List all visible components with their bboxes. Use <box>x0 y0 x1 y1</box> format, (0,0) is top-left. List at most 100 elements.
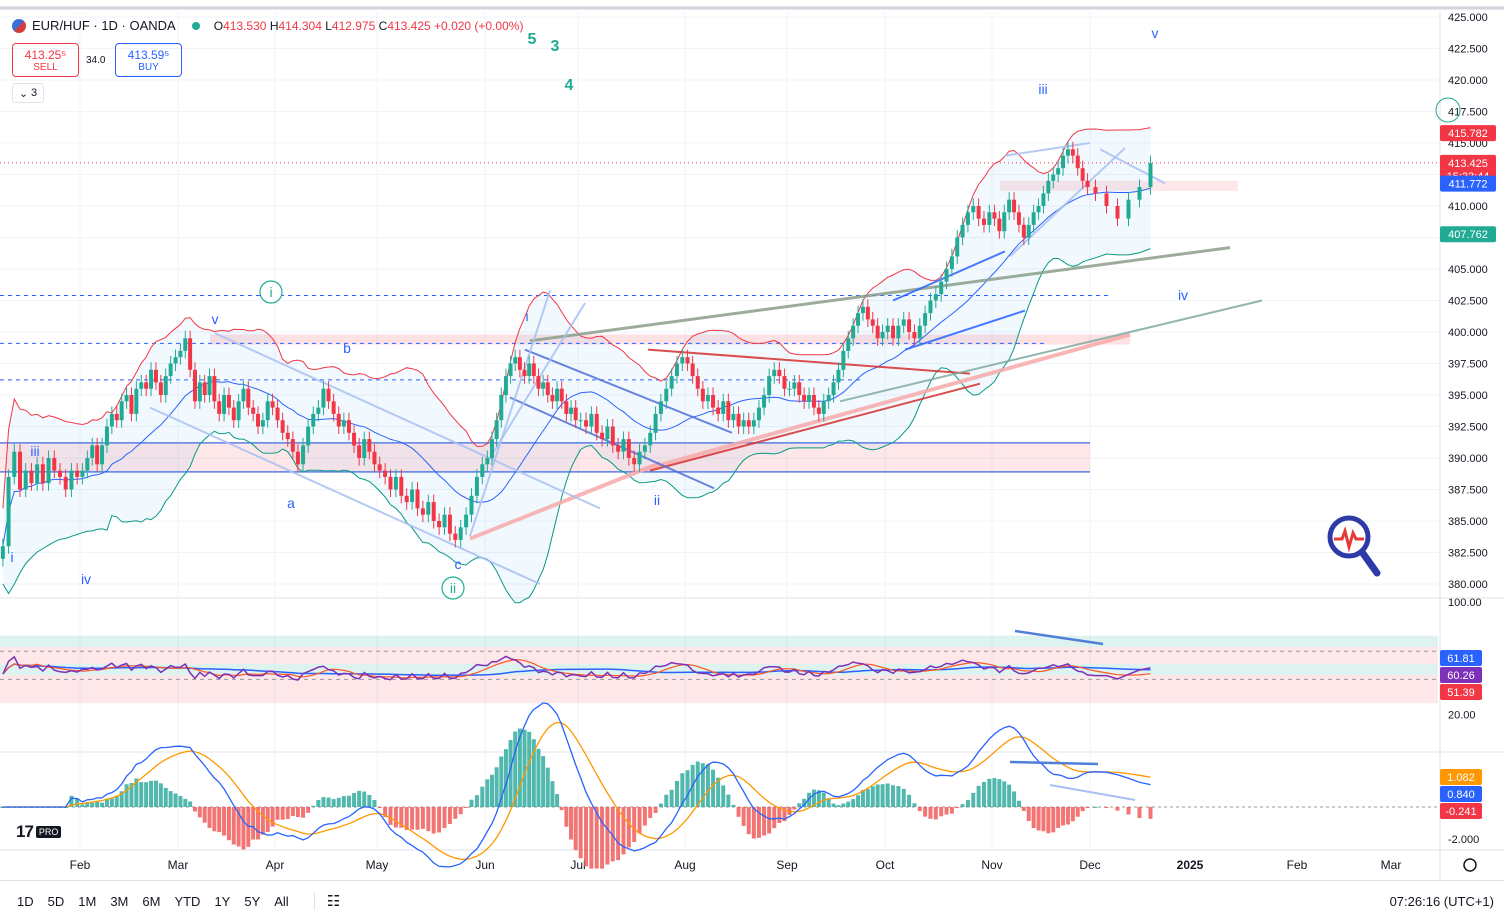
candle-body <box>265 401 270 421</box>
macd-histogram-bar <box>621 807 626 855</box>
candle-body <box>811 395 816 408</box>
macd-histogram-bar <box>1065 807 1070 825</box>
sell-label: SELL <box>33 61 58 73</box>
macd-histogram-bar <box>212 807 217 832</box>
range-5y[interactable]: 5Y <box>244 893 261 909</box>
chevron-down-icon: ⌄ <box>18 87 29 100</box>
range-3m[interactable]: 3M <box>110 893 129 909</box>
macd-histogram-bar <box>301 807 306 818</box>
macd-histogram-bar <box>541 756 546 807</box>
macd-histogram-bar <box>731 804 736 807</box>
price-label-value: 413.425 <box>1448 158 1488 170</box>
candle-body <box>569 407 574 414</box>
macd-histogram-bar <box>90 802 95 807</box>
macd-histogram-bar <box>1148 807 1153 819</box>
macd-histogram-bar <box>1137 807 1142 819</box>
macd-histogram-bar <box>295 807 300 817</box>
buy-button[interactable]: 413.59⁵ BUY <box>115 43 182 77</box>
macd-histogram-bar <box>1002 781 1007 807</box>
macd-histogram-bar <box>129 783 134 807</box>
price-chart[interactable]: 425.000422.500420.000417.500415.000412.5… <box>0 0 1504 880</box>
macd-histogram-bar <box>139 782 144 807</box>
candle-body <box>290 439 295 452</box>
candle-body <box>690 363 695 377</box>
symbol-title[interactable]: EUR/HUF · 1D · OANDA <box>32 18 176 33</box>
macd-label-value: 1.082 <box>1447 772 1475 784</box>
macd-histogram-bar <box>536 748 541 807</box>
channel-line <box>149 406 541 585</box>
candle-body <box>928 300 933 314</box>
range-1d[interactable]: 1D <box>17 893 34 909</box>
candle-body <box>124 395 129 402</box>
candle-body <box>917 325 922 339</box>
macd-histogram-bar <box>1061 807 1066 826</box>
wave-label: i <box>10 549 13 565</box>
candle-body <box>797 382 802 395</box>
candle-body <box>767 376 772 395</box>
candle-body <box>610 426 615 446</box>
macd-histogram-bar <box>695 761 700 807</box>
clock-readout[interactable]: 07:26:16 (UTC+1) <box>1389 893 1494 909</box>
wave-label: i <box>525 308 528 324</box>
macd-histogram-bar <box>183 798 188 807</box>
alert-marker-icon <box>1435 97 1461 123</box>
time-tick-label: Jun <box>475 858 494 872</box>
candle-body <box>1031 212 1036 225</box>
price-label-value: 407.762 <box>1448 229 1488 241</box>
price-tick-label: 425.000 <box>1448 12 1488 24</box>
macd-histogram-bar <box>100 802 105 807</box>
currency-flag-icon <box>12 18 26 33</box>
wave-label: i <box>269 284 272 300</box>
range-5d[interactable]: 5D <box>47 893 65 909</box>
candle-body <box>664 388 669 402</box>
rsi-line <box>2 655 1151 681</box>
candle-body <box>499 395 504 421</box>
candle-body <box>891 325 896 339</box>
price-tick-label: 395.000 <box>1448 390 1488 402</box>
candle-body <box>1046 180 1051 194</box>
candle-body <box>226 395 231 408</box>
range-all[interactable]: All <box>274 893 289 909</box>
candle-body <box>35 464 40 484</box>
candle-body <box>736 413 741 427</box>
spread-value: 34.0 <box>86 55 106 66</box>
candle-body <box>1070 149 1075 156</box>
tradingview-logo[interactable]: 17 PRO <box>16 822 62 842</box>
time-tick-label: 2025 <box>1177 858 1204 872</box>
candle-body <box>1002 212 1007 232</box>
wedge-line <box>1004 142 1091 157</box>
candle-body <box>976 206 981 219</box>
indicators-collapse-button[interactable]: ⌄ 3 <box>12 83 44 103</box>
range-ytd[interactable]: YTD <box>174 893 201 909</box>
wave-label: 5 <box>528 31 537 48</box>
range-1y[interactable]: 1Y <box>214 893 231 909</box>
candle-body <box>856 313 861 326</box>
candle-body <box>782 376 787 389</box>
candle-body <box>807 395 812 402</box>
candle-body <box>306 426 311 446</box>
candle-body <box>955 237 960 257</box>
range-1m[interactable]: 1M <box>78 893 97 909</box>
candle-body <box>674 363 679 377</box>
macd-histogram-bar <box>168 791 173 807</box>
macd-histogram-bar <box>410 807 415 830</box>
candle-body <box>939 281 944 295</box>
candle-body <box>46 458 51 484</box>
macd-histogram-bar <box>807 792 812 807</box>
range-6m[interactable]: 6M <box>142 893 161 909</box>
candle-body <box>880 332 885 339</box>
macd-histogram-bar <box>69 795 74 807</box>
candle-body <box>821 401 826 414</box>
macd-histogram-bar <box>885 783 890 807</box>
sell-button[interactable]: 413.25⁵ SELL <box>12 43 79 77</box>
candle-body <box>458 527 463 540</box>
macd-histogram-bar <box>290 807 295 817</box>
candle-body <box>1007 199 1012 213</box>
candle-body <box>792 382 797 389</box>
wave-label: ii <box>450 580 456 596</box>
macd-histogram-bar <box>841 803 846 807</box>
macd-histogram-bar <box>955 807 960 809</box>
macd-histogram-bar <box>875 784 880 807</box>
calendar-range-icon[interactable]: ☷ <box>313 892 340 910</box>
candle-body <box>1115 206 1120 219</box>
